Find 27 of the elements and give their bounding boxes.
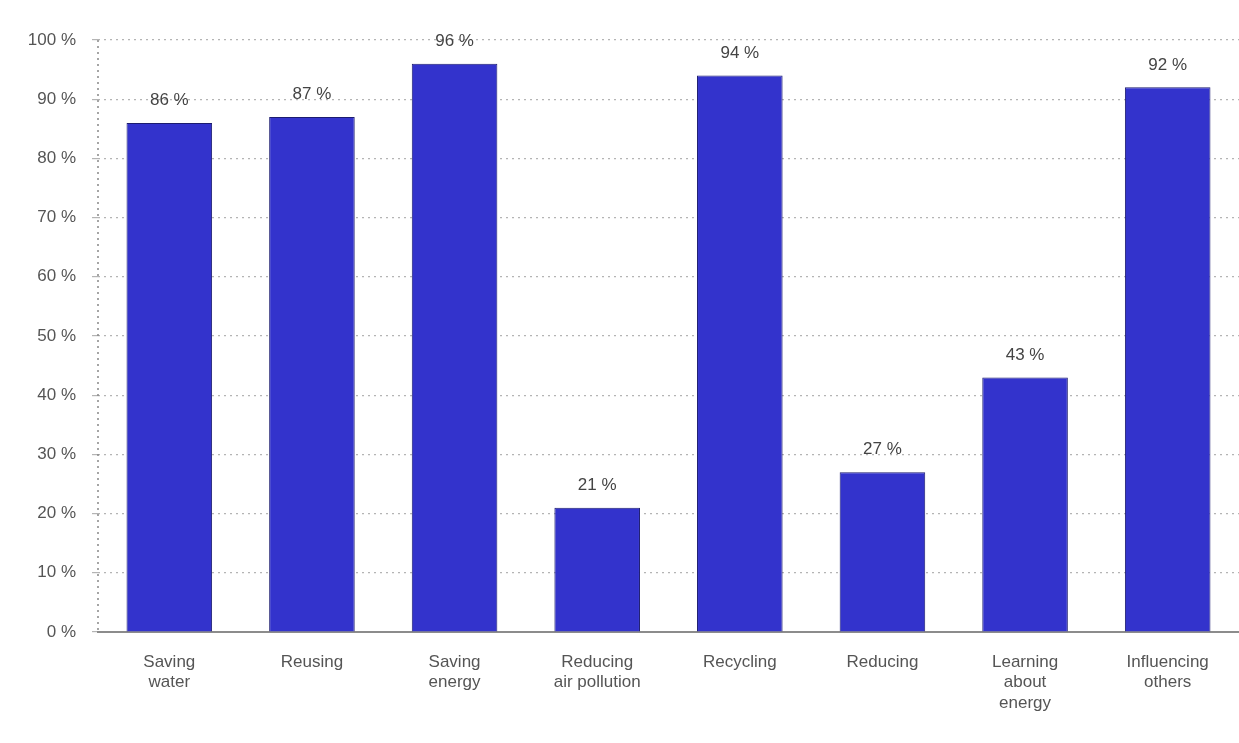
y-tick-label: 0 %: [46, 621, 76, 641]
data-label: 92 %: [1148, 54, 1188, 74]
y-tick-label: 20 %: [37, 503, 76, 523]
x-tick-label: Reducing: [846, 651, 919, 671]
data-label: 86 %: [149, 90, 189, 110]
data-label: 27 %: [863, 439, 902, 459]
x-tick-label: Saving energy: [428, 651, 482, 692]
x-tick-label: Reusing: [280, 651, 344, 671]
data-label: 94 %: [720, 42, 760, 62]
y-tick-label: 40 %: [37, 384, 76, 404]
y-tick-label: 10 %: [37, 562, 76, 582]
x-tick-label: Saving water: [143, 651, 196, 692]
x-tick-label: Influencing others: [1126, 651, 1209, 692]
y-tick-label: 100 %: [27, 29, 76, 49]
y-tick-label: 50 %: [37, 325, 76, 345]
y-tick-label: 30 %: [37, 444, 76, 464]
y-tick-label: 80 %: [37, 148, 76, 168]
data-label: 43 %: [1005, 344, 1045, 364]
x-tick-label: Learning about energy: [991, 651, 1059, 712]
data-label: 87 %: [292, 84, 332, 104]
x-tick-label: Reducing air pollution: [553, 651, 641, 692]
y-tick-label: 60 %: [37, 266, 76, 286]
y-tick-label: 90 %: [37, 88, 76, 108]
data-label: 96 %: [435, 30, 474, 50]
data-label: 21 %: [577, 474, 617, 494]
x-tick-label: Recycling: [702, 651, 777, 671]
y-tick-label: 70 %: [37, 207, 76, 227]
